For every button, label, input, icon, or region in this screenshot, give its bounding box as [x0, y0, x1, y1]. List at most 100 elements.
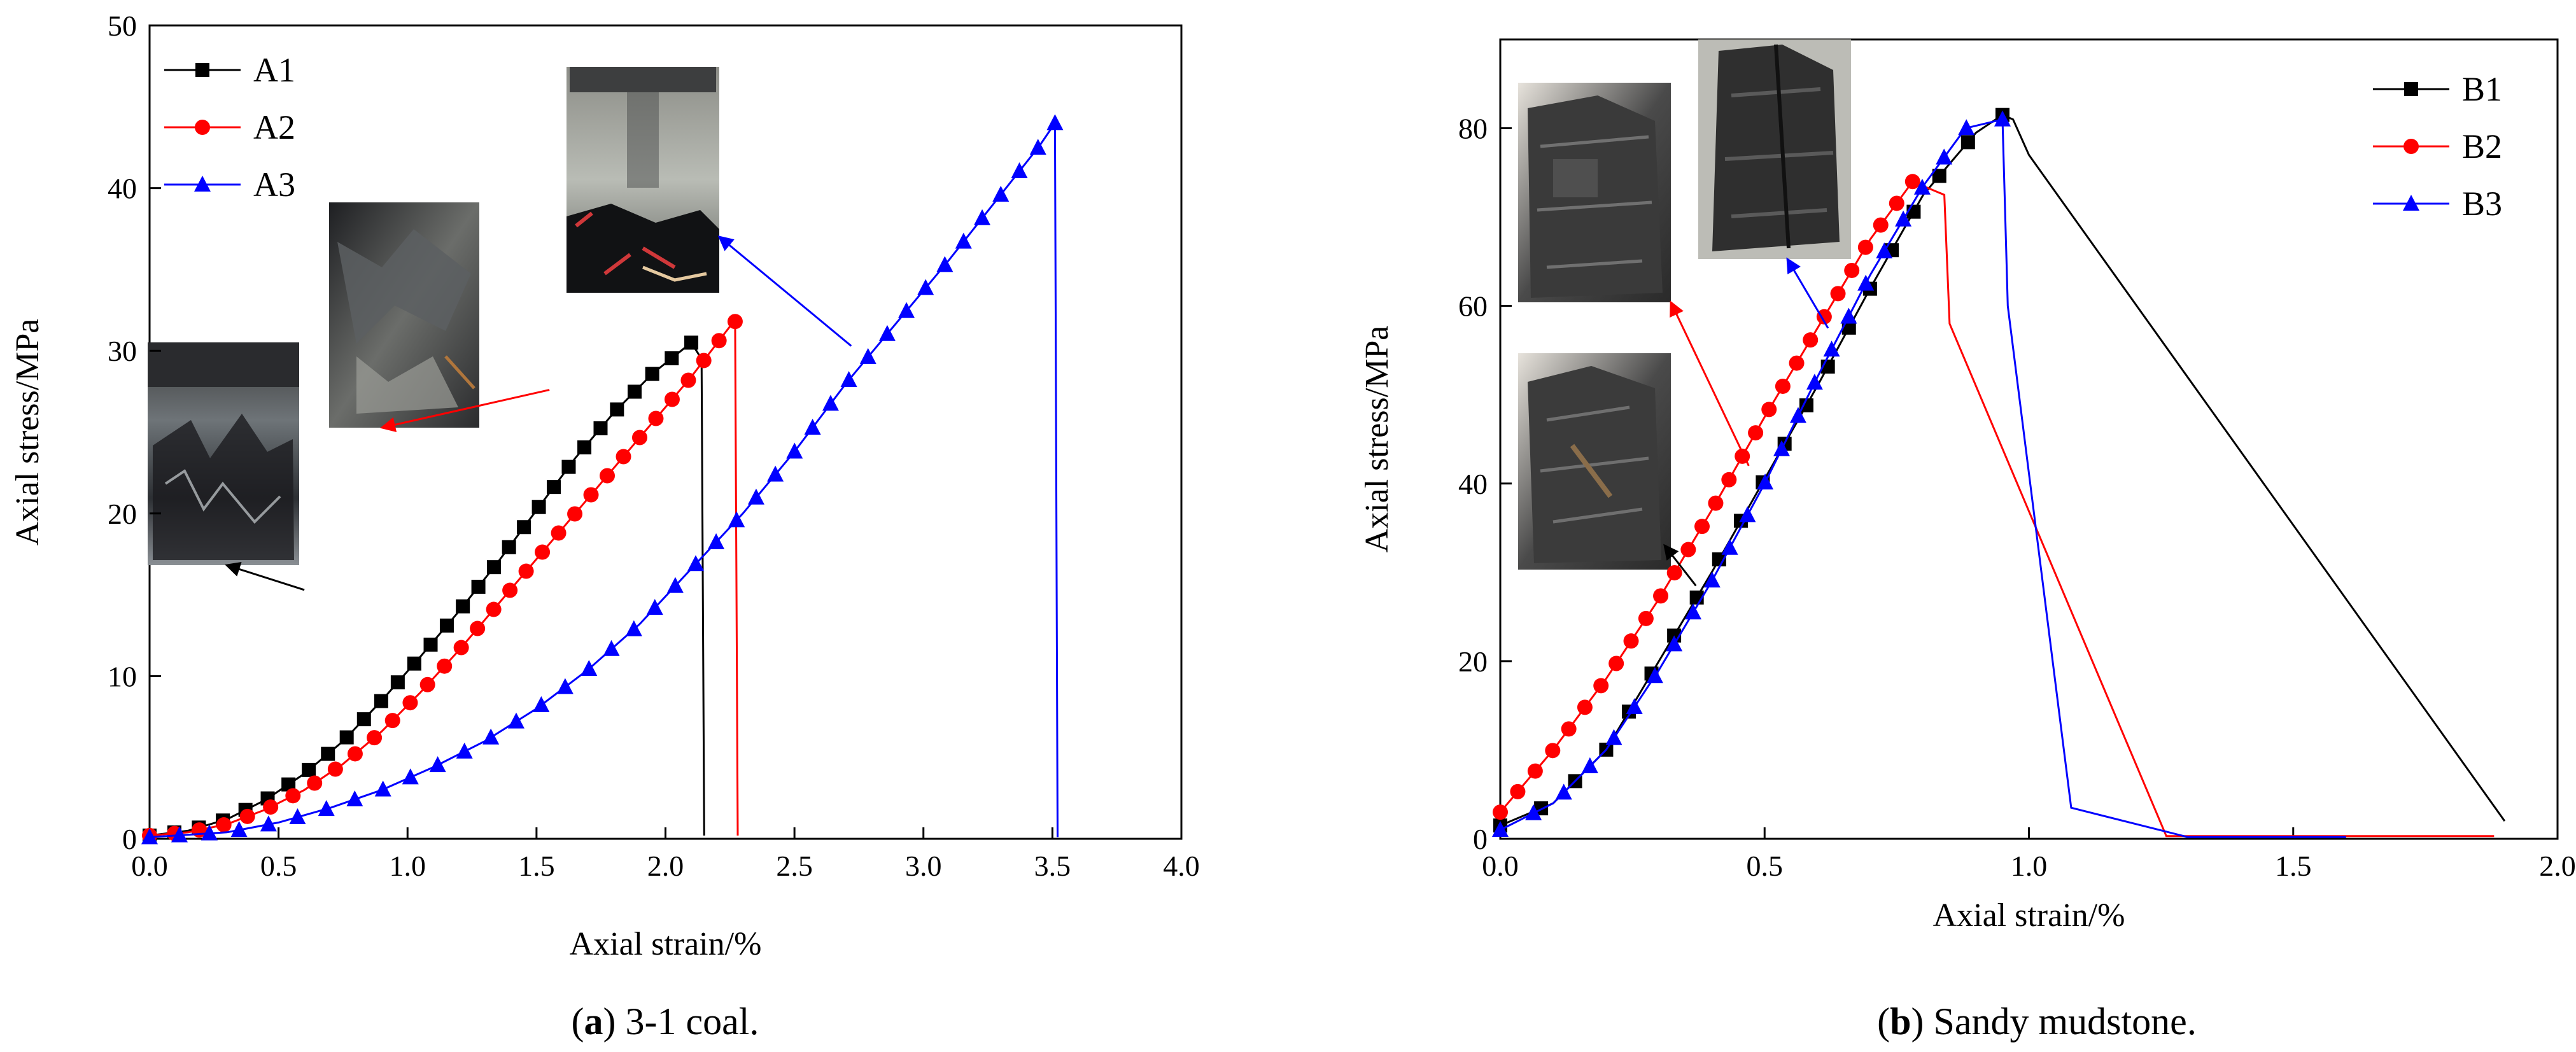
- data-point-A1: [531, 500, 546, 514]
- data-point-B2: [1708, 495, 1724, 511]
- data-point-A2: [327, 761, 343, 777]
- data-point-A3: [646, 599, 663, 615]
- data-point-A1: [577, 440, 592, 454]
- data-point-A3: [878, 325, 896, 341]
- legend-label-A2: A2: [253, 108, 295, 146]
- x-tick-label: 0.5: [1747, 850, 1784, 882]
- legend-label-B1: B1: [2462, 70, 2502, 108]
- x-tick-label: 4.0: [1163, 850, 1200, 882]
- data-point-A1: [407, 656, 421, 671]
- data-point-B2: [1857, 239, 1873, 255]
- data-point-A1: [302, 762, 316, 777]
- data-point-B2: [1666, 565, 1682, 580]
- data-point-A3: [747, 488, 764, 505]
- panel-caption: (a) 3-1 coal.: [572, 1000, 759, 1042]
- data-point-A3: [346, 790, 363, 807]
- data-point-B3: [1789, 407, 1806, 423]
- data-point-B3: [1555, 783, 1572, 800]
- data-point-A1: [390, 675, 405, 690]
- data-point-B2: [1527, 763, 1543, 779]
- tick-labels: 0.0 0.5 1.0 1.5 2.0 2.5 3.0 3.5 4.0 0 10 20 30 40 50: [108, 10, 1200, 882]
- y-tick-label: 30: [108, 335, 137, 367]
- data-point-A3: [822, 395, 839, 411]
- data-point-A2: [664, 391, 680, 407]
- data-point-B2: [1593, 678, 1609, 694]
- data-point-A3: [1011, 162, 1028, 179]
- data-point-B2: [1608, 656, 1624, 671]
- data-point-A2: [402, 695, 418, 711]
- data-point-A3: [974, 209, 991, 225]
- data-point-B2: [1510, 783, 1526, 799]
- data-point-B3: [1895, 210, 1912, 227]
- data-point-A2: [648, 410, 664, 426]
- data-point-B3: [1857, 274, 1875, 291]
- data-point-A1: [321, 747, 335, 761]
- data-point-A2: [551, 525, 567, 541]
- x-axis-title: Axial strain/%: [570, 926, 762, 962]
- data-point-B3: [1685, 603, 1702, 620]
- data-point-A1: [561, 459, 576, 474]
- series-A3: [141, 114, 1064, 845]
- photo-arrow: [1786, 257, 1829, 329]
- legend-label-B2: B2: [2462, 127, 2502, 165]
- data-point-A1: [374, 694, 388, 708]
- data-point-A3: [456, 742, 473, 759]
- x-axis-title: Axial strain/%: [1933, 897, 2125, 934]
- data-point-A3: [507, 712, 524, 729]
- data-point-A1: [423, 637, 438, 652]
- series-line-B2: [1499, 180, 2495, 838]
- data-point-B3: [1773, 440, 1791, 456]
- y-tick-label: 10: [108, 660, 137, 692]
- data-point-B3: [1492, 821, 1509, 838]
- data-point-B2: [1889, 195, 1904, 211]
- data-point-A2: [616, 449, 631, 465]
- legend-marker-A2: [195, 120, 210, 135]
- data-point-A3: [992, 185, 1010, 202]
- data-point-B3: [1739, 506, 1756, 522]
- data-point-A3: [374, 780, 391, 797]
- data-point-B2: [1803, 332, 1819, 348]
- photo-arrow: [717, 235, 852, 347]
- data-point-A3: [804, 418, 821, 435]
- data-point-B3: [1958, 119, 1975, 136]
- legend-label-A1: A1: [253, 51, 295, 89]
- data-point-B3: [1703, 572, 1721, 588]
- data-point-A3: [936, 256, 954, 272]
- chart-panel-a: 0.0 0.5 1.0 1.5 2.0 2.5 3.0 3.5 4.0 0 10 20 30 40 50 Ax…: [10, 10, 1200, 1042]
- legend-marker-B1: [2404, 82, 2418, 96]
- data-point-A2: [307, 775, 323, 791]
- specimen-photo-b3: [1698, 39, 1851, 259]
- data-point-B2: [1638, 610, 1654, 626]
- data-point-A3: [171, 826, 188, 843]
- legend: A1 A2 A3: [164, 51, 295, 204]
- data-point-B2: [1653, 588, 1669, 604]
- data-point-A1: [628, 384, 642, 399]
- data-point-B3: [1757, 473, 1774, 490]
- data-point-A2: [583, 487, 599, 503]
- photo-arrows: [1663, 257, 1829, 587]
- series-line-A3: [149, 120, 1059, 838]
- data-point-A3: [581, 659, 598, 676]
- data-point-A3: [666, 577, 684, 593]
- inset-photos-b: [1518, 39, 1851, 570]
- y-tick-label: 20: [108, 498, 137, 530]
- data-point-A1: [471, 579, 486, 594]
- data-point-A1: [456, 599, 470, 614]
- x-tick-label: 0.0: [1482, 850, 1519, 882]
- data-point-B2: [1577, 699, 1593, 715]
- x-tick-label: 1.0: [2011, 850, 2048, 882]
- data-point-A3: [556, 678, 574, 694]
- data-point-A1: [517, 520, 531, 535]
- data-point-B2: [1873, 217, 1889, 233]
- data-point-B3: [1646, 667, 1663, 684]
- data-point-B2: [1623, 633, 1639, 649]
- y-tick-label: 0: [1473, 823, 1488, 855]
- y-tick-label: 60: [1458, 290, 1488, 323]
- x-tick-label: 1.5: [2275, 850, 2312, 882]
- data-point-A1: [486, 560, 501, 575]
- data-point-A3: [318, 800, 335, 817]
- data-point-A1: [645, 367, 659, 381]
- data-point-B2: [1680, 542, 1696, 558]
- chart-panel-b: 0.0 0.5 1.0 1.5 2.0 0 20 40 60 80 Axial strain/% Ax…: [1359, 38, 2576, 1042]
